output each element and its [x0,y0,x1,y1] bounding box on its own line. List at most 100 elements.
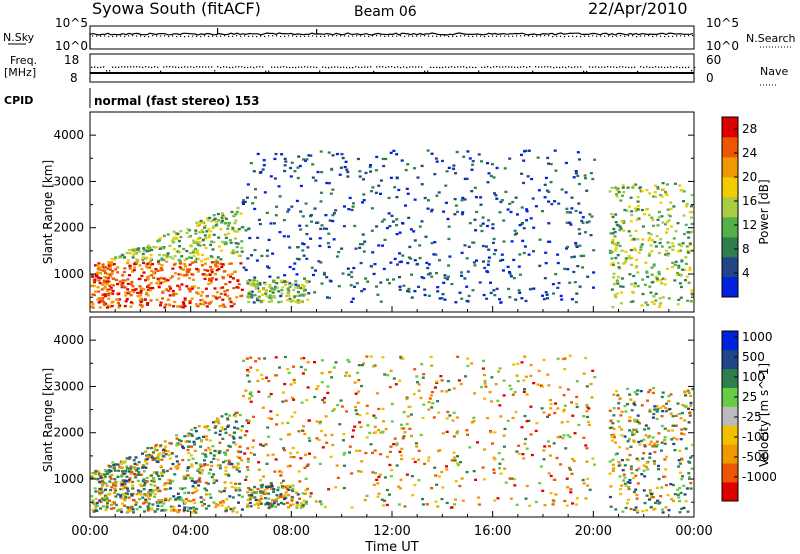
nave-dot [679,66,681,69]
echo-cell [542,411,546,414]
echo-cell [357,470,360,473]
echo-cell [346,267,350,270]
echo-cell [636,200,640,203]
echo-cell [415,445,419,448]
echo-cell [612,276,616,279]
echo-cell [507,287,511,291]
echo-cell [454,172,457,175]
echo-cell [248,498,252,501]
echo-cell [592,286,595,289]
echo-cell [503,427,507,431]
echo-cell [122,471,126,474]
echo-cell [124,294,128,297]
echo-cell [152,270,156,274]
echo-cell [326,391,330,395]
echo-cell [165,260,169,263]
echo-cell [657,477,661,481]
echo-cell [261,377,265,381]
echo-cell [582,415,586,418]
echo-cell [427,294,431,297]
nave-dot [340,66,342,69]
echo-cell [684,428,688,431]
echo-cell [687,281,691,284]
echo-cell [127,481,131,484]
echo-cell [234,415,238,418]
echo-cell [145,264,149,268]
echo-cell [218,464,222,467]
echo-cell [165,469,169,473]
echo-cell [97,276,100,279]
echo-cell [648,434,651,438]
echo-cell [412,393,416,396]
echo-cell [611,463,615,466]
echo-cell [402,284,406,287]
echo-cell [222,216,226,219]
echo-cell [245,196,249,199]
echo-cell [156,501,160,505]
echo-cell [429,355,433,359]
echo-cell [269,417,273,420]
echo-cell [477,496,481,499]
nsearch-dot [692,35,694,37]
echo-cell [246,457,250,460]
nsearch-dot [384,35,386,37]
echo-cell [180,283,184,286]
echo-cell [191,261,195,264]
echo-cell [315,437,319,440]
echo-cell [106,289,110,293]
echo-cell [290,396,294,399]
echo-cell [655,440,659,443]
echo-cell [295,504,299,507]
echo-cell [221,219,224,222]
echo-cell [162,234,166,237]
echo-cell [270,505,273,508]
echo-cell [662,188,665,191]
colorbar-swatch [722,117,738,138]
echo-cell [104,508,108,512]
echo-cell [427,408,431,411]
echo-cell [185,231,189,235]
echo-cell [545,189,549,192]
echo-cell [431,402,435,405]
nave-dot [169,66,171,68]
echo-cell [496,399,500,402]
echo-cell [181,458,185,462]
echo-cell [654,445,658,448]
nave-dot [685,66,687,69]
echo-cell [237,470,241,473]
nsearch-dot [312,35,314,37]
echo-cell [483,448,487,451]
echo-cell [689,456,693,459]
echo-cell [530,453,534,457]
echo-cell [440,470,444,474]
echo-cell [131,285,135,288]
echo-cell [680,457,684,460]
echo-cell [388,282,391,285]
echo-cell [204,287,208,290]
echo-cell [301,504,305,507]
nave-dot [256,66,258,68]
echo-cell [347,360,351,363]
echo-cell [265,487,269,490]
echo-cell [623,464,627,467]
echo-cell [477,153,481,156]
echo-cell [341,272,345,275]
echo-cell [124,480,128,483]
echo-cell [235,210,239,214]
echo-cell [682,232,686,236]
echo-cell [193,490,197,493]
echo-cell [266,249,269,252]
echo-cell [631,290,634,293]
echo-cell [288,282,292,285]
echo-cell [103,276,107,279]
echo-cell [252,439,255,442]
echo-cell [213,217,217,220]
echo-cell [477,503,481,506]
echo-cell [686,510,690,513]
echo-cell [627,255,631,258]
echo-cell [267,266,271,270]
nsearch-dot [364,35,366,37]
echo-cell [313,207,317,210]
echo-cell [542,297,546,301]
echo-cell [558,386,562,389]
